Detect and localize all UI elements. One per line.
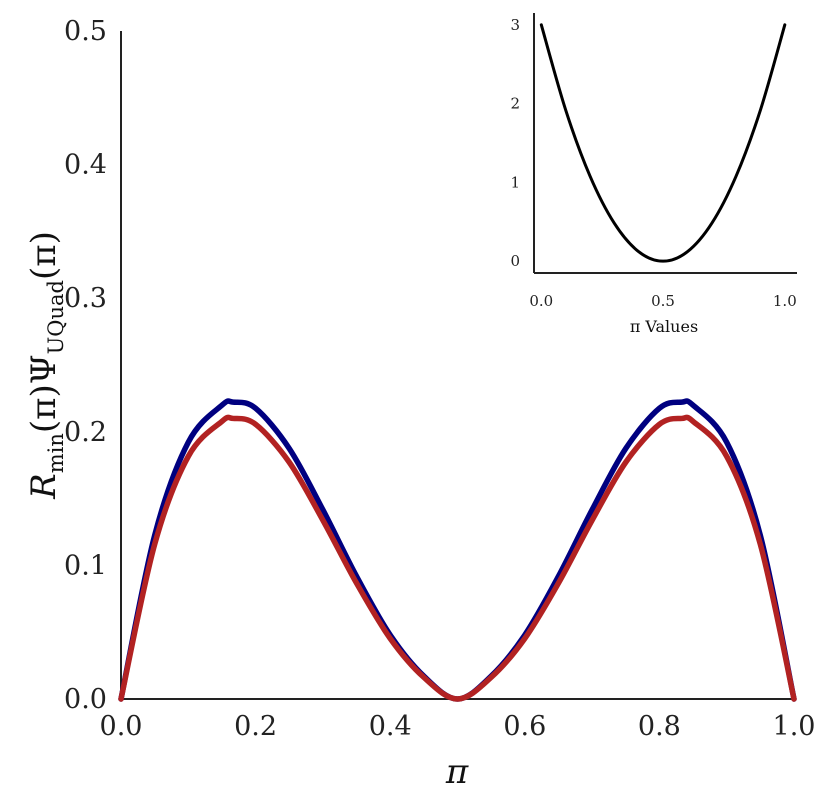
main-y-tick-label: 0.3 bbox=[64, 283, 107, 314]
main-x-tick-label: 0.8 bbox=[638, 711, 681, 742]
main-x-tick-label: 0.2 bbox=[234, 711, 277, 742]
inset-x-tick-label: 0.5 bbox=[651, 292, 675, 310]
main-y-tick-label: 0.0 bbox=[64, 684, 107, 715]
inset-y-tick-label: 2 bbox=[510, 95, 520, 113]
main-x-axis-label: π bbox=[445, 752, 469, 792]
inset-x-tick-label: 0.0 bbox=[529, 292, 553, 310]
main-x-tick-label: 0.6 bbox=[503, 711, 546, 742]
inset-y-ticks: 0 1 2 3 bbox=[510, 16, 520, 270]
inset-y-tick-label: 3 bbox=[510, 16, 520, 34]
inset-x-tick-label: 1.0 bbox=[773, 292, 797, 310]
main-y-tick-label: 0.4 bbox=[64, 150, 107, 181]
inset-y-tick-label: 1 bbox=[510, 173, 520, 191]
main-x-ticks: 0.0 0.2 0.4 0.6 0.8 1.0 bbox=[100, 711, 816, 742]
inset-y-tick-label: 0 bbox=[510, 252, 520, 270]
main-y-axis-label: Rmin(π)ΨUQuad(π) bbox=[24, 231, 68, 500]
main-y-tick-label: 0.5 bbox=[64, 16, 107, 47]
main-series-group bbox=[118, 398, 797, 702]
main-plot: 0.0 0.1 0.2 0.3 0.4 0.5 0.0 0.2 0.4 0.6 0.8 1.0 Rm… bbox=[24, 16, 815, 792]
main-x-tick-label: 0.0 bbox=[100, 711, 143, 742]
series-line-1 bbox=[118, 398, 797, 702]
main-y-tick-label: 0.2 bbox=[64, 417, 107, 448]
main-y-tick-label: 0.1 bbox=[64, 550, 107, 581]
inset-plot: 0 1 2 3 0.0 0.5 1.0 π Values bbox=[510, 13, 797, 336]
series-line-2 bbox=[118, 414, 797, 702]
main-x-tick-label: 0.4 bbox=[369, 711, 412, 742]
main-x-tick-label: 1.0 bbox=[773, 711, 816, 742]
inset-x-ticks: 0.0 0.5 1.0 bbox=[529, 292, 796, 310]
inset-series-line bbox=[539, 23, 787, 263]
main-y-ticks: 0.0 0.1 0.2 0.3 0.4 0.5 bbox=[64, 16, 107, 715]
inset-series-group bbox=[539, 23, 787, 263]
inset-x-axis-label: π Values bbox=[630, 317, 698, 336]
